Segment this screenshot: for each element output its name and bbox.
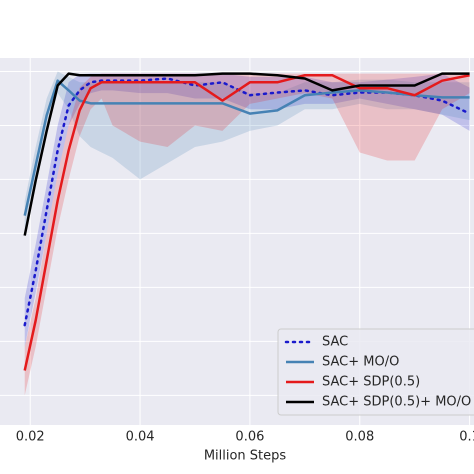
series-line <box>23 72 470 236</box>
legend-label: SAC+ SDP(0.5) <box>322 375 420 390</box>
x-tick-label: 0.06 <box>235 430 264 445</box>
legend-label: SAC+ MO/O <box>322 355 399 370</box>
x-tick-label: 0.08 <box>345 430 374 445</box>
confidence-band <box>24 73 470 396</box>
legend-box <box>277 328 474 416</box>
confidence-band <box>24 73 470 347</box>
legend: SAC SAC+ MO/O SAC+ SDP(0.5) SAC+ SDP(0.5)+ … <box>277 328 474 416</box>
legend-label: SAC+ SDP(0.5)+ MO/O <box>322 395 471 410</box>
x-tick-label: 0.02 <box>16 430 45 445</box>
x-axis-label: Million Steps <box>204 449 287 464</box>
confidence-band <box>24 71 470 234</box>
x-tick-label: 0.04 <box>126 430 155 445</box>
x-tick-label: 0.1 <box>459 430 474 445</box>
series-line <box>23 79 470 216</box>
legend-label: SAC <box>322 335 348 350</box>
plot <box>23 71 471 396</box>
axes: 0.02 0.04 0.06 0.08 0.1 <box>16 430 474 445</box>
series-line <box>23 74 470 371</box>
